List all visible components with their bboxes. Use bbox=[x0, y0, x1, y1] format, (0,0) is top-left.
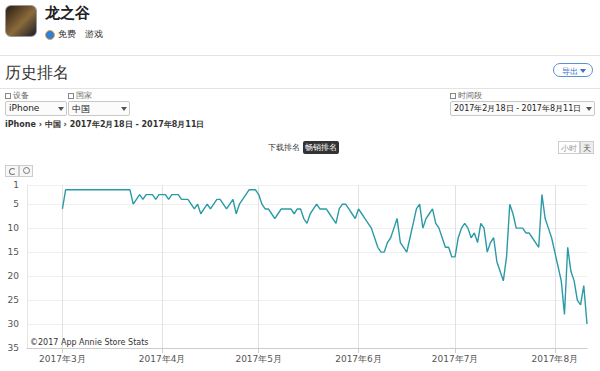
svg-text:2017年4月: 2017年4月 bbox=[139, 354, 186, 364]
html-text:导出: 导出 bbox=[562, 67, 578, 76]
html-text:天: 天 bbox=[583, 144, 591, 153]
html-text:历史排名: 历史排名 bbox=[5, 63, 69, 82]
svg-text:10: 10 bbox=[8, 223, 20, 233]
html-text:国家: 国家 bbox=[76, 91, 92, 100]
html-text:时间段: 时间段 bbox=[458, 91, 482, 100]
html-text:中国: 中国 bbox=[72, 104, 90, 114]
svg-text:35: 35 bbox=[8, 343, 19, 353]
svg-text:30: 30 bbox=[8, 319, 20, 329]
html-text:2017年2月18日 - 2017年8月11日: 2017年2月18日 - 2017年8月11日 bbox=[454, 104, 582, 113]
html-text:游戏: 游戏 bbox=[85, 29, 103, 39]
svg-text:2017年3月: 2017年3月 bbox=[39, 354, 86, 364]
svg-text:2017年6月: 2017年6月 bbox=[335, 354, 382, 364]
svg-text:5: 5 bbox=[13, 199, 19, 209]
html-text:iPhone: iPhone bbox=[9, 103, 40, 113]
html-text:iPhone › 中国 › 2017年2月18日 - 201: iPhone › 中国 › 2017年2月18日 - 2017年8月11日 bbox=[5, 120, 205, 129]
html-text:龙之谷: 龙之谷 bbox=[45, 4, 90, 22]
svg-text:20: 20 bbox=[8, 271, 20, 281]
svg-text:2017年7月: 2017年7月 bbox=[432, 354, 479, 364]
svg-text:1: 1 bbox=[13, 180, 19, 190]
html-text:下载排名: 下载排名 bbox=[268, 143, 300, 152]
html-text:©2017 App Annie Store Stats: ©2017 App Annie Store Stats bbox=[30, 338, 149, 347]
svg-text:2017年8月: 2017年8月 bbox=[531, 354, 578, 364]
html-text:畅销排名: 畅销排名 bbox=[305, 143, 337, 152]
svg-text:15: 15 bbox=[8, 247, 19, 257]
html-text:设备: 设备 bbox=[13, 91, 29, 100]
html-text:免费: 免费 bbox=[58, 29, 76, 39]
svg-text:2017年5月: 2017年5月 bbox=[235, 354, 282, 364]
svg-text:25: 25 bbox=[8, 295, 19, 305]
html-text:小时: 小时 bbox=[561, 144, 577, 153]
